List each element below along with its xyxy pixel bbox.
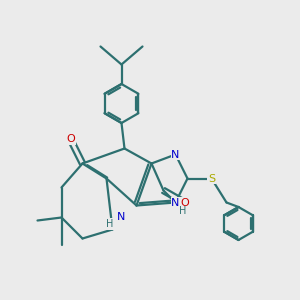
Text: S: S <box>208 173 215 184</box>
Text: H: H <box>179 206 187 217</box>
Text: O: O <box>180 197 189 208</box>
Text: N: N <box>171 197 180 208</box>
Text: N: N <box>171 149 180 160</box>
Text: H: H <box>106 219 114 229</box>
Text: O: O <box>66 134 75 145</box>
Text: N: N <box>117 212 126 223</box>
